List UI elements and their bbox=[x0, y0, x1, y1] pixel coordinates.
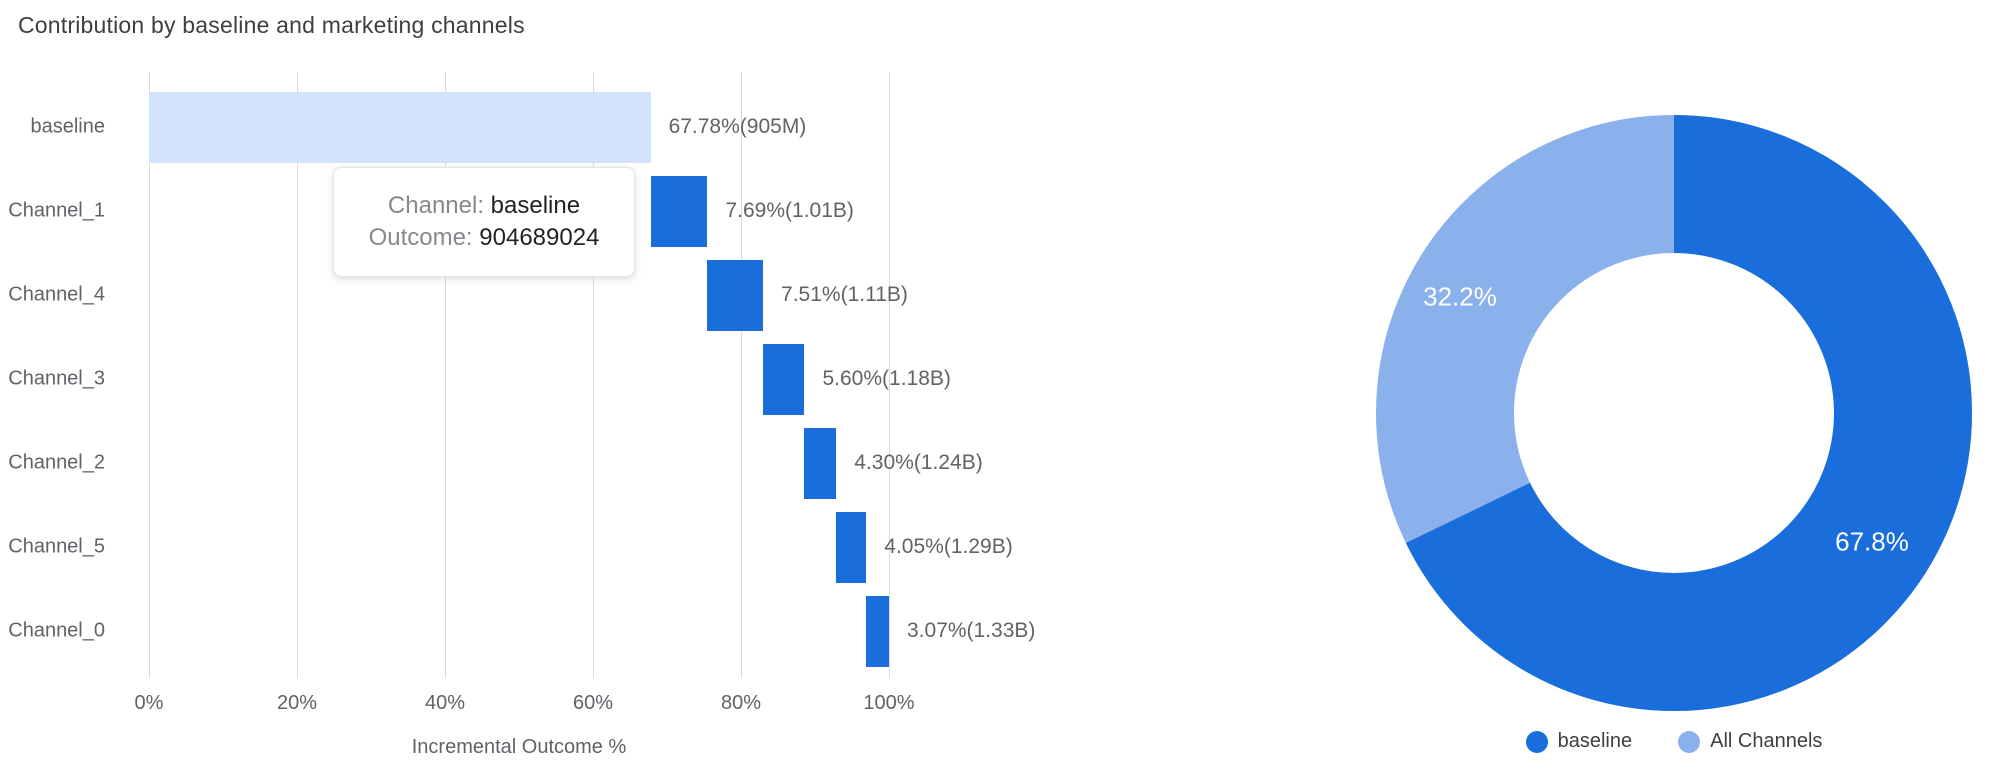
bar-value-label-channel_2: 4.30%(1.24B) bbox=[854, 451, 983, 474]
bar-channel_1[interactable] bbox=[650, 175, 708, 247]
chart-title: Contribution by baseline and marketing c… bbox=[18, 12, 525, 38]
legend-dot-icon bbox=[1525, 730, 1548, 753]
y-axis-label-baseline: baseline bbox=[30, 115, 105, 138]
tick-mark bbox=[297, 670, 298, 678]
bar-value-label-channel_5: 4.05%(1.29B) bbox=[884, 535, 1013, 558]
y-axis-label-channel_3: Channel_3 bbox=[8, 367, 105, 390]
tick-mark bbox=[445, 670, 446, 678]
donut-label-baseline: 67.8% bbox=[1835, 526, 1909, 557]
gridline bbox=[889, 72, 890, 670]
donut-label-all-channels: 32.2% bbox=[1423, 281, 1497, 312]
tooltip-channel-value: baseline bbox=[490, 192, 581, 219]
bar-value-label-channel_3: 5.60%(1.18B) bbox=[822, 367, 951, 390]
gridline bbox=[741, 72, 742, 670]
y-axis-label-channel_0: Channel_0 bbox=[8, 619, 105, 642]
x-axis-title: Incremental Outcome % bbox=[411, 736, 627, 758]
x-tick-label: 60% bbox=[572, 692, 614, 714]
bar-value-label-baseline: 67.78%(905M) bbox=[668, 115, 807, 138]
legend-dot-icon bbox=[1678, 730, 1701, 753]
y-axis-label-channel_1: Channel_1 bbox=[8, 199, 105, 222]
x-tick-label: 20% bbox=[276, 692, 318, 714]
tooltip-outcome-label: Outcome: bbox=[368, 224, 473, 251]
bar-value-label-channel_4: 7.51%(1.11B) bbox=[781, 283, 908, 306]
legend-label: baseline bbox=[1557, 730, 1633, 752]
legend-item-baseline[interactable]: baseline bbox=[1525, 730, 1633, 753]
tick-mark bbox=[593, 670, 594, 678]
x-tick-label: 0% bbox=[134, 692, 164, 714]
bar-channel_3[interactable] bbox=[763, 343, 805, 415]
gridline bbox=[149, 72, 150, 670]
bar-channel_0[interactable] bbox=[866, 595, 889, 667]
gridline bbox=[593, 72, 594, 670]
y-axis-label-channel_2: Channel_2 bbox=[8, 451, 105, 474]
bar-value-label-channel_1: 7.69%(1.01B) bbox=[725, 199, 854, 222]
bar-value-label-channel_0: 3.07%(1.33B) bbox=[907, 619, 1036, 642]
x-tick-label: 80% bbox=[720, 692, 762, 714]
x-tick-label: 100% bbox=[863, 692, 915, 714]
bar-channel_4[interactable] bbox=[707, 259, 764, 331]
gridline bbox=[445, 72, 446, 670]
bar-channel_5[interactable] bbox=[836, 511, 867, 583]
x-tick-label: 40% bbox=[424, 692, 466, 714]
plot-area bbox=[149, 72, 890, 678]
y-axis-labels: baseline Channel_1 Channel_4 Channel_3 Chann… bbox=[0, 72, 105, 670]
tick-mark bbox=[889, 670, 890, 678]
bar-baseline[interactable] bbox=[149, 91, 651, 163]
tick-mark bbox=[149, 670, 150, 678]
gridline bbox=[297, 72, 298, 670]
donut-svg bbox=[1376, 115, 1972, 711]
tooltip-channel-row: Channel: baseline bbox=[388, 192, 580, 220]
donut-slice-baseline[interactable] bbox=[1376, 115, 1972, 711]
tooltip: Channel: baseline Outcome: 904689024 bbox=[333, 167, 635, 277]
legend-item-all-channels[interactable]: All Channels bbox=[1678, 730, 1822, 753]
y-axis-label-channel_5: Channel_5 bbox=[8, 535, 105, 558]
donut-legend: baseline All Channels bbox=[1374, 730, 1974, 753]
tick-mark bbox=[741, 670, 742, 678]
tooltip-channel-label: Channel: bbox=[387, 192, 484, 219]
bar-channel_2[interactable] bbox=[804, 427, 837, 499]
legend-label: All Channels bbox=[1710, 730, 1823, 752]
tooltip-outcome-value: 904689024 bbox=[479, 224, 600, 251]
tooltip-outcome-row: Outcome: 904689024 bbox=[369, 224, 600, 252]
y-axis-label-channel_4: Channel_4 bbox=[8, 283, 105, 306]
